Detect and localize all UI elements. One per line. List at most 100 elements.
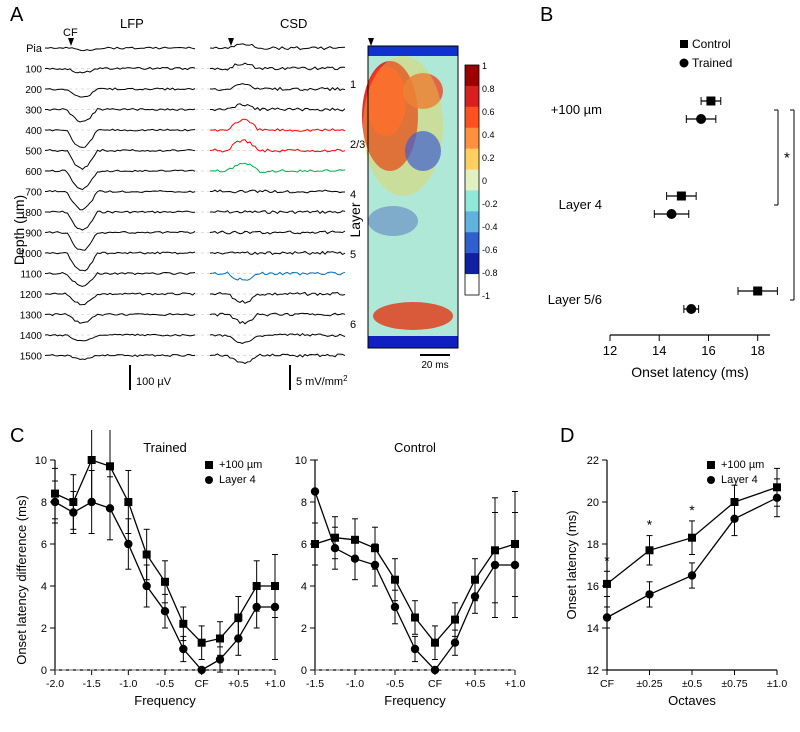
svg-text:4: 4 <box>350 189 356 201</box>
svg-text:1100: 1100 <box>20 270 42 281</box>
svg-text:0: 0 <box>301 665 307 677</box>
svg-text:Frequency: Frequency <box>384 693 446 708</box>
svg-text:20: 20 <box>587 497 599 509</box>
svg-text:CF: CF <box>600 678 614 690</box>
time-scale-text: 20 ms <box>421 360 448 371</box>
svg-text:1: 1 <box>482 61 487 71</box>
svg-text:+1.0: +1.0 <box>505 678 526 690</box>
svg-text:Control: Control <box>692 37 731 51</box>
panel-c-y-label: Onset latency difference (ms) <box>14 495 29 665</box>
svg-text:-1.5: -1.5 <box>83 678 101 690</box>
svg-text:200: 200 <box>25 85 42 96</box>
svg-text:0.2: 0.2 <box>482 153 495 163</box>
svg-text:+100 µm: +100 µm <box>551 102 602 117</box>
svg-text:12: 12 <box>587 665 599 677</box>
svg-text:0.4: 0.4 <box>482 130 495 140</box>
svg-text:Onset latency (ms): Onset latency (ms) <box>631 364 748 380</box>
svg-text:14: 14 <box>587 623 599 635</box>
svg-text:0: 0 <box>41 665 47 677</box>
svg-text:6: 6 <box>350 319 356 331</box>
svg-text:Control: Control <box>394 440 436 455</box>
svg-text:-0.2: -0.2 <box>482 199 498 209</box>
svg-text:900: 900 <box>25 229 42 240</box>
svg-text:*: * <box>784 150 790 167</box>
svg-text:-0.4: -0.4 <box>482 222 498 232</box>
svg-text:16: 16 <box>587 581 599 593</box>
svg-text:CF: CF <box>428 678 442 690</box>
svg-text:8: 8 <box>301 497 307 509</box>
svg-text:0.8: 0.8 <box>482 84 495 94</box>
svg-text:±0.25: ±0.25 <box>636 678 662 690</box>
svg-text:-1.0: -1.0 <box>119 678 137 690</box>
svg-text:4: 4 <box>301 581 307 593</box>
svg-text:2: 2 <box>41 623 47 635</box>
svg-text:-0.5: -0.5 <box>156 678 174 690</box>
svg-text:Layer 5/6: Layer 5/6 <box>548 292 602 307</box>
svg-text:1500: 1500 <box>20 352 43 363</box>
cf-arrow-2 <box>228 38 234 46</box>
svg-text:-1.0: -1.0 <box>346 678 364 690</box>
svg-text:*: * <box>647 517 653 533</box>
svg-text:+100 µm: +100 µm <box>219 459 262 471</box>
svg-text:6: 6 <box>301 539 307 551</box>
csd-scale-text: 5 mV/mm2 <box>296 374 348 388</box>
svg-text:800: 800 <box>25 208 42 219</box>
svg-text:18: 18 <box>587 539 599 551</box>
svg-text:2/3: 2/3 <box>350 139 365 151</box>
svg-text:Octaves: Octaves <box>668 693 716 708</box>
panel-c-svg: Onset latency difference (ms) 0246810-2.… <box>10 430 550 730</box>
svg-text:+1.0: +1.0 <box>265 678 286 690</box>
svg-text:-0.8: -0.8 <box>482 268 498 278</box>
svg-text:±1.0: ±1.0 <box>767 678 788 690</box>
svg-text:+0.5: +0.5 <box>465 678 486 690</box>
svg-text:16: 16 <box>701 343 715 358</box>
svg-text:12: 12 <box>603 343 617 358</box>
svg-text:+100 µm: +100 µm <box>721 459 764 471</box>
svg-text:Trained: Trained <box>692 56 732 70</box>
svg-text:5: 5 <box>350 249 356 261</box>
svg-text:600: 600 <box>25 167 42 178</box>
svg-text:18: 18 <box>750 343 764 358</box>
svg-text:-0.5: -0.5 <box>386 678 404 690</box>
svg-text:0: 0 <box>482 176 487 186</box>
svg-text:CF: CF <box>195 678 209 690</box>
svg-text:10: 10 <box>35 455 47 467</box>
svg-text:300: 300 <box>25 106 42 117</box>
panel-b-svg: Control Trained 12 14 16 18Onset latency (ms)… <box>540 15 800 395</box>
lfp-title: LFP <box>120 16 144 31</box>
cf-arrow-3 <box>368 38 374 46</box>
svg-text:1300: 1300 <box>20 311 43 322</box>
svg-text:0.6: 0.6 <box>482 107 495 117</box>
svg-text:500: 500 <box>25 147 42 158</box>
svg-text:Layer 4: Layer 4 <box>219 474 256 486</box>
svg-text:-0.6: -0.6 <box>482 245 498 255</box>
svg-text:Frequency: Frequency <box>134 693 196 708</box>
svg-text:100: 100 <box>25 65 42 76</box>
svg-text:*: * <box>689 502 695 518</box>
svg-text:Trained: Trained <box>143 440 187 455</box>
svg-text:1: 1 <box>350 79 356 91</box>
cf-arrow-1 <box>68 38 74 46</box>
svg-text:1400: 1400 <box>20 331 43 342</box>
svg-text:1200: 1200 <box>20 290 43 301</box>
svg-text:Layer 4: Layer 4 <box>721 474 758 486</box>
svg-text:1000: 1000 <box>20 249 43 260</box>
svg-text:+0.5: +0.5 <box>228 678 249 690</box>
cf-label: CF <box>63 27 78 39</box>
svg-text:6: 6 <box>41 539 47 551</box>
svg-text:400: 400 <box>25 126 42 137</box>
svg-text:700: 700 <box>25 188 42 199</box>
svg-text:4: 4 <box>41 581 47 593</box>
svg-text:14: 14 <box>652 343 666 358</box>
pia-label: Pia <box>26 43 43 55</box>
csd-title: CSD <box>280 16 307 31</box>
panel-d-svg: 121416182022CF±0.25±0.5±0.75±1.0Octaves+… <box>562 430 797 730</box>
svg-text:10: 10 <box>295 455 307 467</box>
svg-text:8: 8 <box>41 497 47 509</box>
layer-axis-label: Layer <box>347 202 363 237</box>
lfp-scale-text: 100 µV <box>136 376 172 388</box>
svg-text:Onset latency (ms): Onset latency (ms) <box>564 510 579 619</box>
svg-text:2: 2 <box>301 623 307 635</box>
svg-text:*: * <box>604 552 610 568</box>
svg-text:22: 22 <box>587 455 599 467</box>
